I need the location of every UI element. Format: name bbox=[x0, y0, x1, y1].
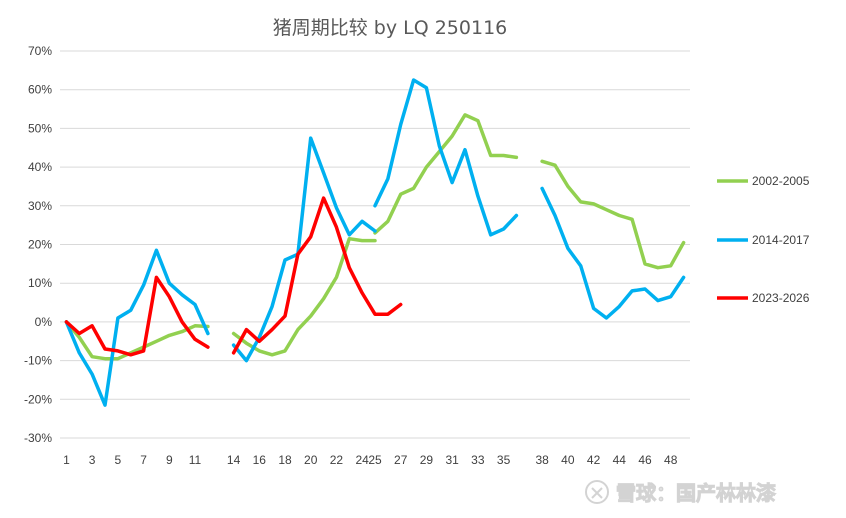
y-tick-label: 20% bbox=[28, 238, 52, 252]
y-tick-label: 40% bbox=[28, 160, 52, 174]
chart-title: 猪周期比较 by LQ 250116 bbox=[273, 17, 508, 39]
series-line-2014-2017 bbox=[373, 78, 519, 237]
y-tick-label: -30% bbox=[24, 431, 52, 445]
x-tick-label: 24 bbox=[355, 453, 369, 467]
x-tick-label: 46 bbox=[638, 453, 652, 467]
x-tick-label: 11 bbox=[189, 453, 202, 467]
series-line-2002-2005 bbox=[373, 113, 519, 235]
y-tick-label: 0% bbox=[35, 315, 53, 329]
series-line-2014-2017 bbox=[64, 248, 210, 407]
legend-label: 2002-2005 bbox=[752, 174, 810, 188]
x-tick-label: 25 bbox=[368, 453, 382, 467]
x-tick-label: 48 bbox=[664, 453, 678, 467]
y-tick-label: 60% bbox=[28, 83, 52, 97]
x-tick-label: 20 bbox=[304, 453, 318, 467]
series-line-2023-2026 bbox=[231, 196, 403, 355]
y-tick-label: 30% bbox=[28, 199, 52, 213]
x-tick-label: 31 bbox=[445, 453, 459, 467]
watermark-text: 雪球：国产林林漆 bbox=[616, 481, 776, 505]
legend: 2002-2005 2014-2017 2023-2026 bbox=[717, 174, 810, 305]
y-tick-label: 10% bbox=[28, 276, 52, 290]
x-tick-label: 40 bbox=[561, 453, 575, 467]
y-tick-label: 70% bbox=[28, 44, 52, 58]
x-tick-label: 5 bbox=[115, 453, 122, 467]
x-tick-label: 3 bbox=[89, 453, 96, 467]
x-tick-label: 16 bbox=[253, 453, 267, 467]
series-line-2014-2017 bbox=[231, 136, 377, 363]
x-tick-label: 44 bbox=[613, 453, 627, 467]
x-tick-label: 14 bbox=[227, 453, 241, 467]
x-tick-label: 27 bbox=[394, 453, 408, 467]
x-tick-label: 42 bbox=[587, 453, 601, 467]
series-lines bbox=[64, 78, 686, 407]
y-tick-label: -20% bbox=[24, 392, 52, 406]
x-tick-label: 18 bbox=[278, 453, 292, 467]
x-tick-label: 9 bbox=[166, 453, 173, 467]
series-line-2014-2017 bbox=[540, 186, 686, 320]
legend-label: 2023-2026 bbox=[752, 291, 810, 305]
y-tick-label: -10% bbox=[24, 354, 52, 368]
x-tick-label: 33 bbox=[471, 453, 485, 467]
x-tick-label: 22 bbox=[330, 453, 344, 467]
watermark: 雪球：国产林林漆 bbox=[585, 480, 777, 506]
series-line-2002-2005 bbox=[231, 236, 377, 357]
y-axis-ticks: 70% 60% 50% 40% 30% 20% 10% 0% -10% -20% -30% bbox=[24, 44, 52, 445]
series-line-2002-2005 bbox=[540, 159, 686, 270]
x-tick-label: 7 bbox=[140, 453, 147, 467]
x-tick-label: 38 bbox=[535, 453, 549, 467]
legend-label: 2014-2017 bbox=[752, 233, 810, 247]
x-axis-ticks: 1 3 5 7 9 11 14 16 18 20 22 24 25 27 29 31 33 35 38 40 42 44 4… bbox=[63, 453, 678, 467]
grid bbox=[60, 50, 690, 439]
series-line-2002-2005 bbox=[64, 320, 210, 361]
watermark-logo-icon bbox=[585, 480, 609, 504]
x-tick-label: 29 bbox=[420, 453, 434, 467]
y-tick-label: 50% bbox=[28, 121, 52, 135]
x-tick-label: 1 bbox=[63, 453, 70, 467]
x-tick-label: 35 bbox=[497, 453, 511, 467]
series-line-2023-2026 bbox=[64, 275, 210, 357]
